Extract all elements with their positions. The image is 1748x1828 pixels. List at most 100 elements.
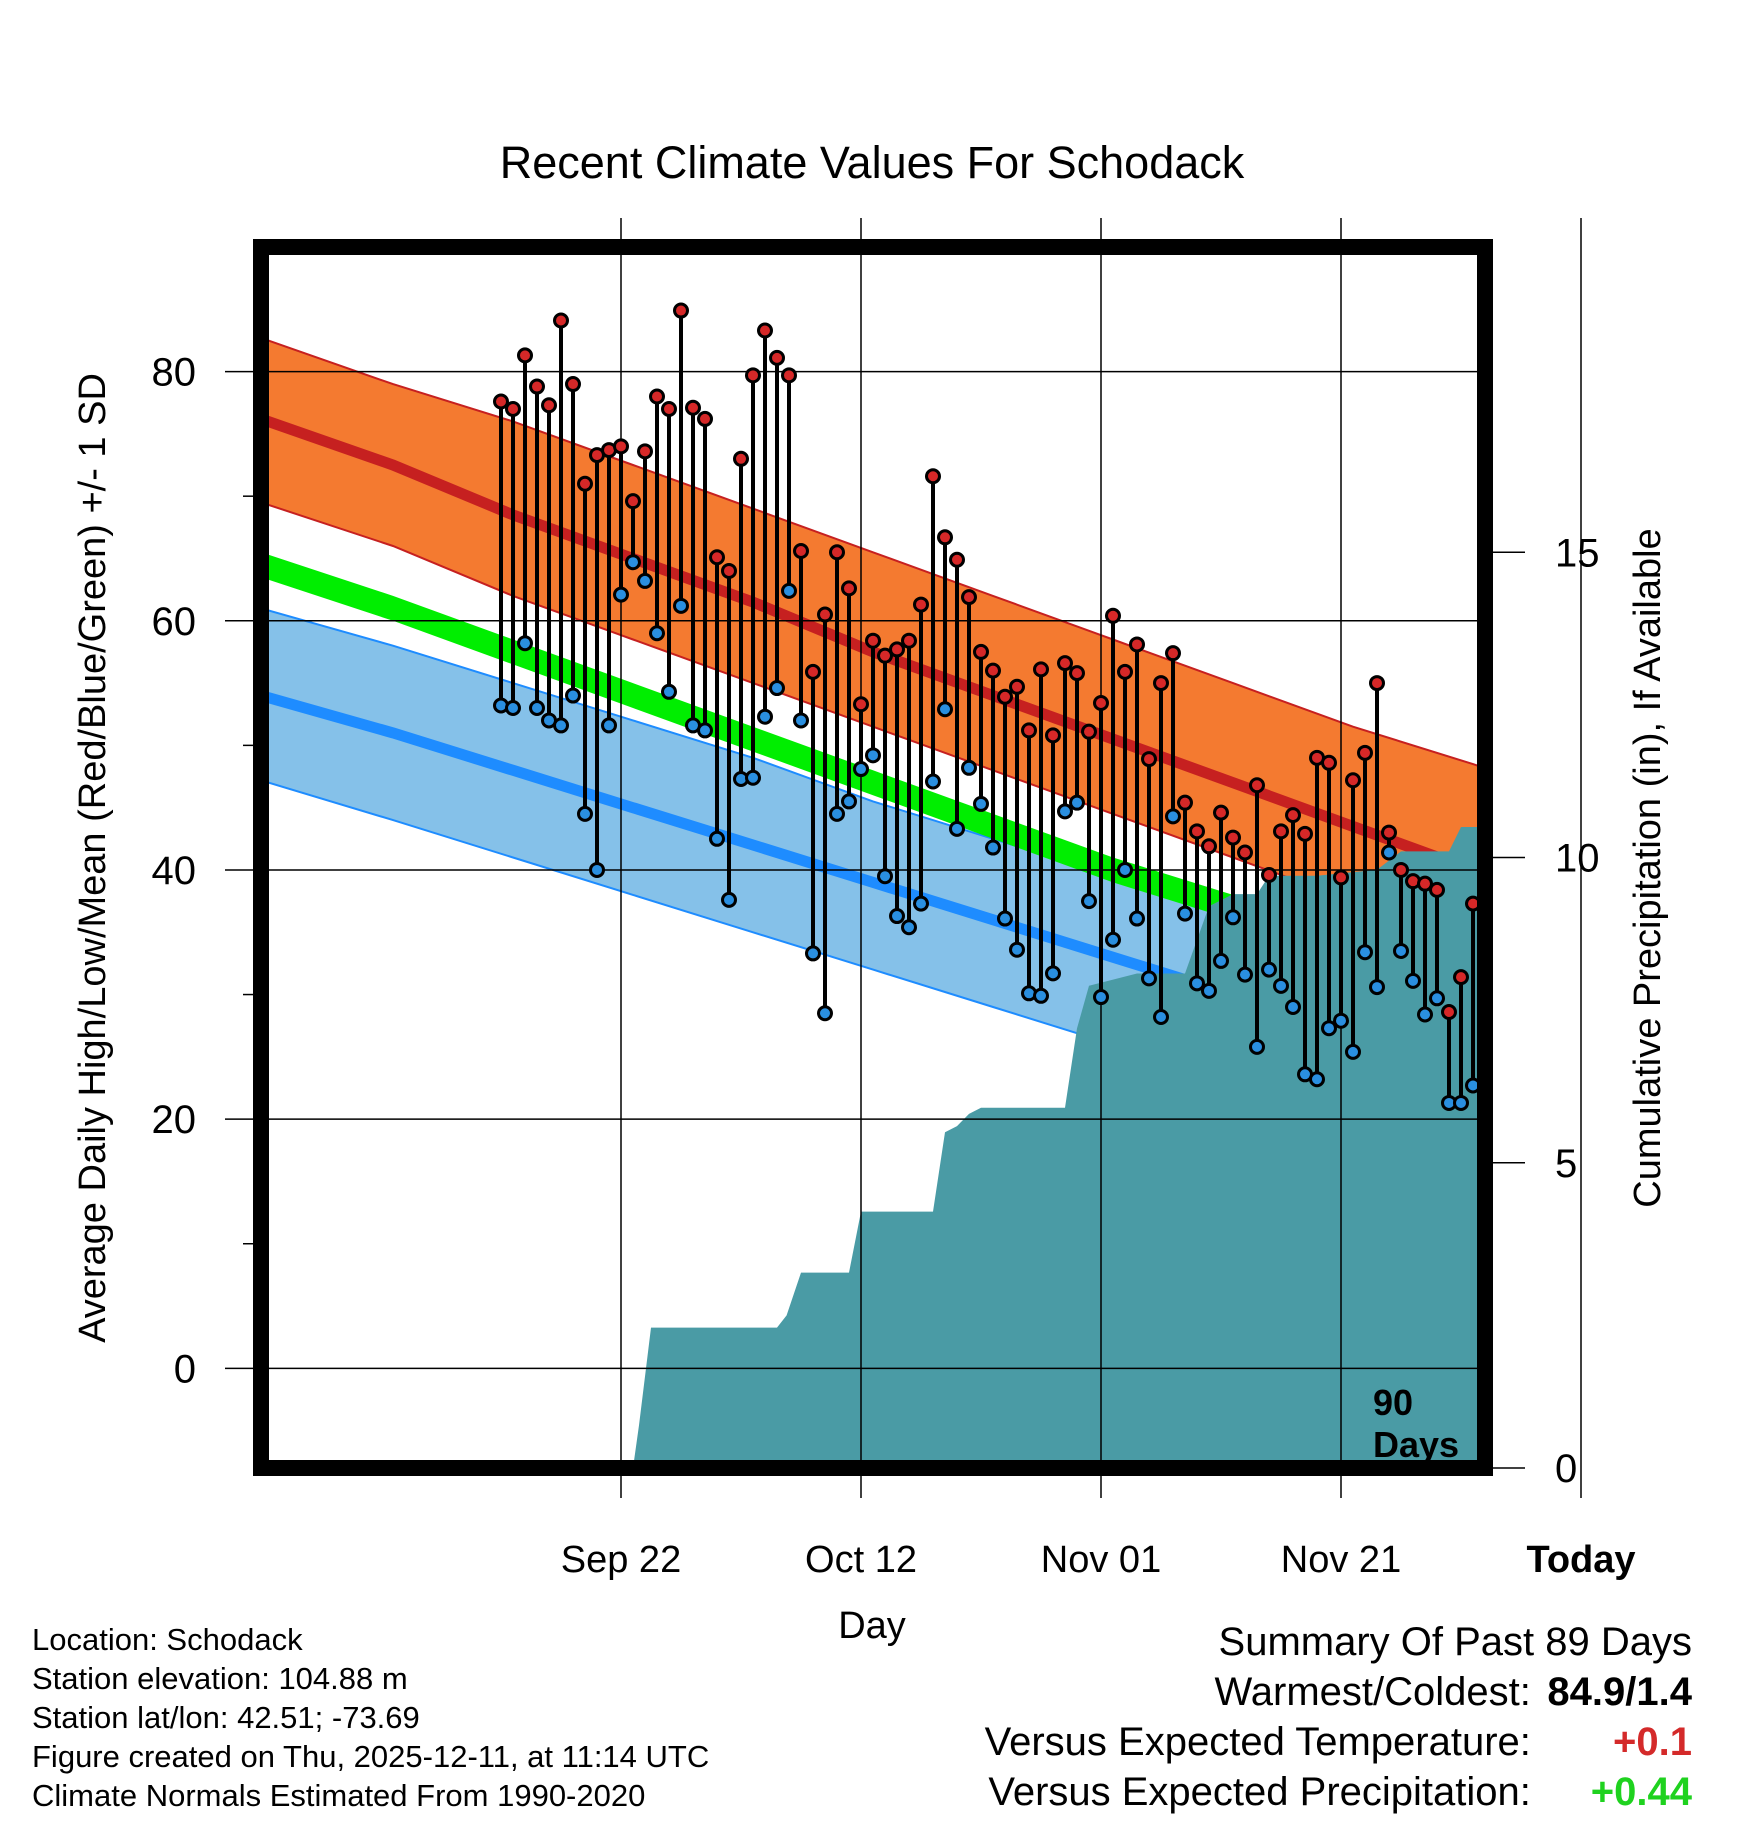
daily-low-point [877,868,893,885]
cumulative-precipitation-area [501,827,1485,1468]
daily-high-point [1045,727,1061,744]
daily-high-point [625,493,641,510]
daily-high-point [901,632,917,649]
daily-high-point [1393,861,1409,878]
daily-high-point [1249,777,1265,794]
daily-high-point [1503,893,1516,906]
daily-low-point [1225,909,1241,926]
daily-low-point [769,680,785,697]
precip-departure-label: Versus Expected Precipitation: [988,1770,1531,1814]
daily-low-point [601,717,617,734]
daily-high-point [781,367,797,384]
daily-low-point [985,839,1001,856]
daily-high-point [541,397,557,414]
daily-high-point [637,443,653,460]
daily-high-point [1033,661,1049,678]
daily-low-point [949,820,965,837]
daily-high-point [517,347,533,364]
summary-precip-row: Versus Expected Precipitation: +0.44 [985,1767,1692,1817]
daily-high-point [733,450,749,467]
daily-high-point [1225,829,1241,846]
daily-low-point [1381,844,1397,861]
daily-low-point [1033,987,1049,1004]
daily-high-point [529,378,545,395]
daily-low-point [1453,1094,1469,1111]
daily-high-point [1527,1002,1540,1015]
today-days-count: 90 [1373,1382,1413,1423]
daily-high-point [1213,804,1229,821]
daily-high-point [673,302,689,319]
daily-high-point [721,562,737,579]
daily-low-point [1333,1012,1349,1029]
daily-low-point [925,773,941,790]
daily-high-point [1129,636,1145,653]
y-right-tick-label: 15 [1555,531,1600,575]
daily-high-point [745,367,761,384]
summary-panel: Summary Of Past 89 Days Warmest/Coldest:… [985,1617,1692,1817]
summary-temp-row: Versus Expected Temperature: +0.1 [985,1717,1692,1767]
daily-low-point [613,586,629,603]
daily-high-point [1321,754,1337,771]
daily-high-point [1297,825,1313,842]
daily-high-point [889,641,905,658]
daily-low-point [853,761,869,778]
daily-low-point [913,895,929,912]
today-days-label: Days [1373,1424,1459,1465]
daily-high-point [661,400,677,417]
daily-high-point [937,529,953,546]
daily-low-point [1141,970,1157,987]
daily-low-point [517,635,533,652]
daily-high-point [961,589,977,606]
daily-low-point [865,747,881,764]
daily-low-point [1009,941,1025,958]
daily-low-point [661,683,677,700]
daily-high-point [565,376,581,393]
observed-temperatures [493,302,1564,1342]
daily-high-point [649,388,665,405]
chart-title: Recent Climate Values For Schodack [500,137,1245,188]
daily-low-point [1261,961,1277,978]
info-created: Figure created on Thu, 2025-12-11, at 11… [32,1739,710,1774]
mean-sd-band [261,552,1485,1020]
daily-low-point [1213,952,1229,969]
temp-departure-label: Versus Expected Temperature: [984,1720,1531,1764]
daily-high-point [853,696,869,713]
daily-low-point [889,908,905,925]
daily-low-point [1429,990,1445,1007]
daily-low-point [1539,1329,1552,1342]
x-tick-label: Oct 12 [805,1539,917,1581]
daily-low-point [1249,1038,1265,1055]
daily-high-point [1093,695,1109,712]
daily-high-point [1117,663,1133,680]
daily-high-point [613,438,629,455]
daily-low-point [1189,975,1205,992]
daily-low-point [1045,965,1061,982]
station-info: Location: Schodack Station elevation: 10… [32,1620,709,1815]
daily-high-point [925,468,941,485]
daily-high-point [1345,772,1361,789]
info-normals: Climate Normals Estimated From 1990-2020 [32,1778,646,1813]
daily-high-point [1153,675,1169,692]
daily-high-point [1009,678,1025,695]
y-left-tick-label: 40 [152,849,197,893]
y-left-tick-label: 20 [152,1098,197,1142]
daily-low-point [1417,1006,1433,1023]
daily-high-point [1441,1003,1457,1020]
daily-high-point [1261,866,1277,883]
daily-low-point [1551,1001,1564,1014]
daily-low-point [697,722,713,739]
daily-low-point [841,793,857,810]
extremes-label: Warmest/Coldest: [1214,1670,1531,1714]
daily-high-point [1021,722,1037,739]
daily-high-point [985,662,1001,679]
daily-low-point [1201,982,1217,999]
daily-high-point [1369,675,1385,692]
daily-high-point [1429,881,1445,898]
daily-low-point [937,701,953,718]
daily-high-point [697,410,713,427]
daily-low-point [505,699,521,716]
precip-departure-value: +0.44 [1590,1770,1692,1814]
daily-low-point [649,625,665,642]
x-tick-label: Nov 21 [1281,1539,1401,1581]
daily-low-point [1393,942,1409,959]
